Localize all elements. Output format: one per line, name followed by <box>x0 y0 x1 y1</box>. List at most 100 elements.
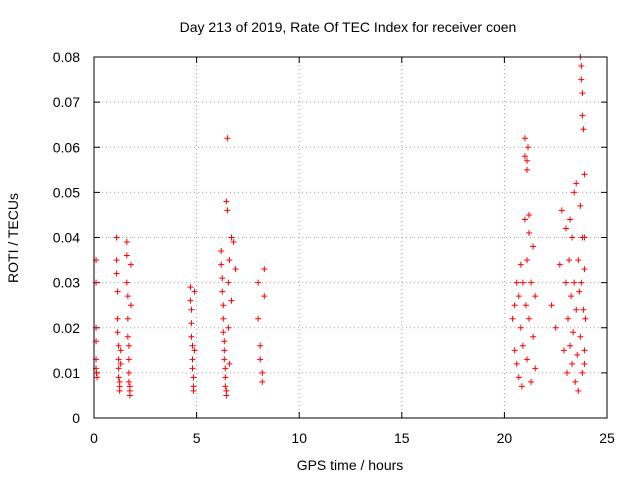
data-point <box>570 329 577 336</box>
data-point <box>124 293 131 300</box>
data-point <box>223 392 230 399</box>
y-tick-label: 0.04 <box>53 230 80 246</box>
data-point <box>579 369 586 376</box>
data-point <box>257 356 264 363</box>
data-point <box>572 378 579 385</box>
data-point <box>568 293 575 300</box>
data-point <box>124 315 131 322</box>
data-point <box>115 342 122 349</box>
y-tick-label: 0 <box>72 410 80 426</box>
data-point <box>532 365 539 372</box>
y-tick-label: 0.06 <box>53 139 80 155</box>
y-tick-label: 0.01 <box>53 365 80 381</box>
data-point <box>548 302 555 309</box>
data-point <box>521 153 528 160</box>
data-point <box>575 257 582 264</box>
y-axis-label: ROTI / TECUs <box>5 193 21 283</box>
data-point <box>232 266 239 273</box>
y-tick-label: 0.02 <box>53 320 80 336</box>
data-point <box>114 315 121 322</box>
x-tick-label: 25 <box>599 430 615 446</box>
data-point <box>522 302 529 309</box>
data-point <box>218 248 225 255</box>
data-point <box>123 252 130 259</box>
data-point <box>259 378 266 385</box>
data-point <box>125 342 132 349</box>
data-point <box>523 157 530 164</box>
data-point <box>558 207 565 214</box>
data-point <box>528 279 535 286</box>
data-point <box>261 266 268 273</box>
data-point <box>515 293 522 300</box>
data-point <box>222 374 229 381</box>
data-point <box>221 347 228 354</box>
data-point <box>579 112 586 119</box>
x-tick-label: 15 <box>394 430 410 446</box>
data-point <box>255 279 262 286</box>
data-point <box>230 239 237 246</box>
data-point <box>523 257 530 264</box>
data-point <box>221 356 228 363</box>
data-point <box>526 315 533 322</box>
data-point <box>257 342 264 349</box>
plot-frame <box>93 56 608 419</box>
data-point <box>188 320 195 327</box>
data-point <box>515 374 522 381</box>
data-point <box>218 261 225 268</box>
data-point <box>255 315 262 322</box>
data-point <box>114 329 121 336</box>
data-point <box>127 261 134 268</box>
data-point <box>221 338 228 345</box>
data-point <box>581 266 588 273</box>
data-point <box>567 216 574 223</box>
data-point <box>577 202 584 209</box>
data-point <box>127 302 134 309</box>
data-point <box>187 297 194 304</box>
data-point <box>582 315 589 322</box>
y-tick-label: 0.07 <box>53 94 80 110</box>
data-point <box>117 360 124 367</box>
data-point <box>228 297 235 304</box>
data-point <box>562 225 569 232</box>
x-tick-label: 10 <box>291 430 307 446</box>
data-point <box>581 234 588 241</box>
data-point <box>189 342 196 349</box>
x-tick-label: 0 <box>90 430 98 446</box>
data-point <box>578 279 585 286</box>
data-point <box>113 270 120 277</box>
data-point <box>569 360 576 367</box>
data-point <box>94 374 101 381</box>
data-point <box>191 288 198 295</box>
y-tick-label: 0.08 <box>53 49 80 65</box>
data-point <box>532 293 539 300</box>
data-point <box>114 288 121 295</box>
y-tick-label: 0.03 <box>53 275 80 291</box>
data-point <box>509 315 516 322</box>
data-point <box>513 279 520 286</box>
data-point <box>580 126 587 133</box>
data-point <box>125 378 132 385</box>
data-point <box>571 279 578 286</box>
data-point <box>523 356 530 363</box>
data-point <box>123 279 130 286</box>
data-point <box>220 302 227 309</box>
data-point <box>526 211 533 218</box>
data-point <box>224 207 231 214</box>
data-point <box>530 333 537 340</box>
data-point <box>188 306 195 313</box>
x-tick-label: 5 <box>193 430 201 446</box>
data-point <box>530 243 537 250</box>
data-point <box>219 275 226 282</box>
data-point <box>188 333 195 340</box>
data-point <box>191 347 198 354</box>
data-point <box>556 261 563 268</box>
grid-lines <box>94 57 607 418</box>
data-point <box>571 189 578 196</box>
data-point <box>116 387 123 394</box>
data-point <box>523 166 530 173</box>
data-point <box>190 374 197 381</box>
data-point <box>579 90 586 97</box>
data-point <box>224 135 231 142</box>
data-point <box>222 365 229 372</box>
y-tick-label: 0.05 <box>53 184 80 200</box>
